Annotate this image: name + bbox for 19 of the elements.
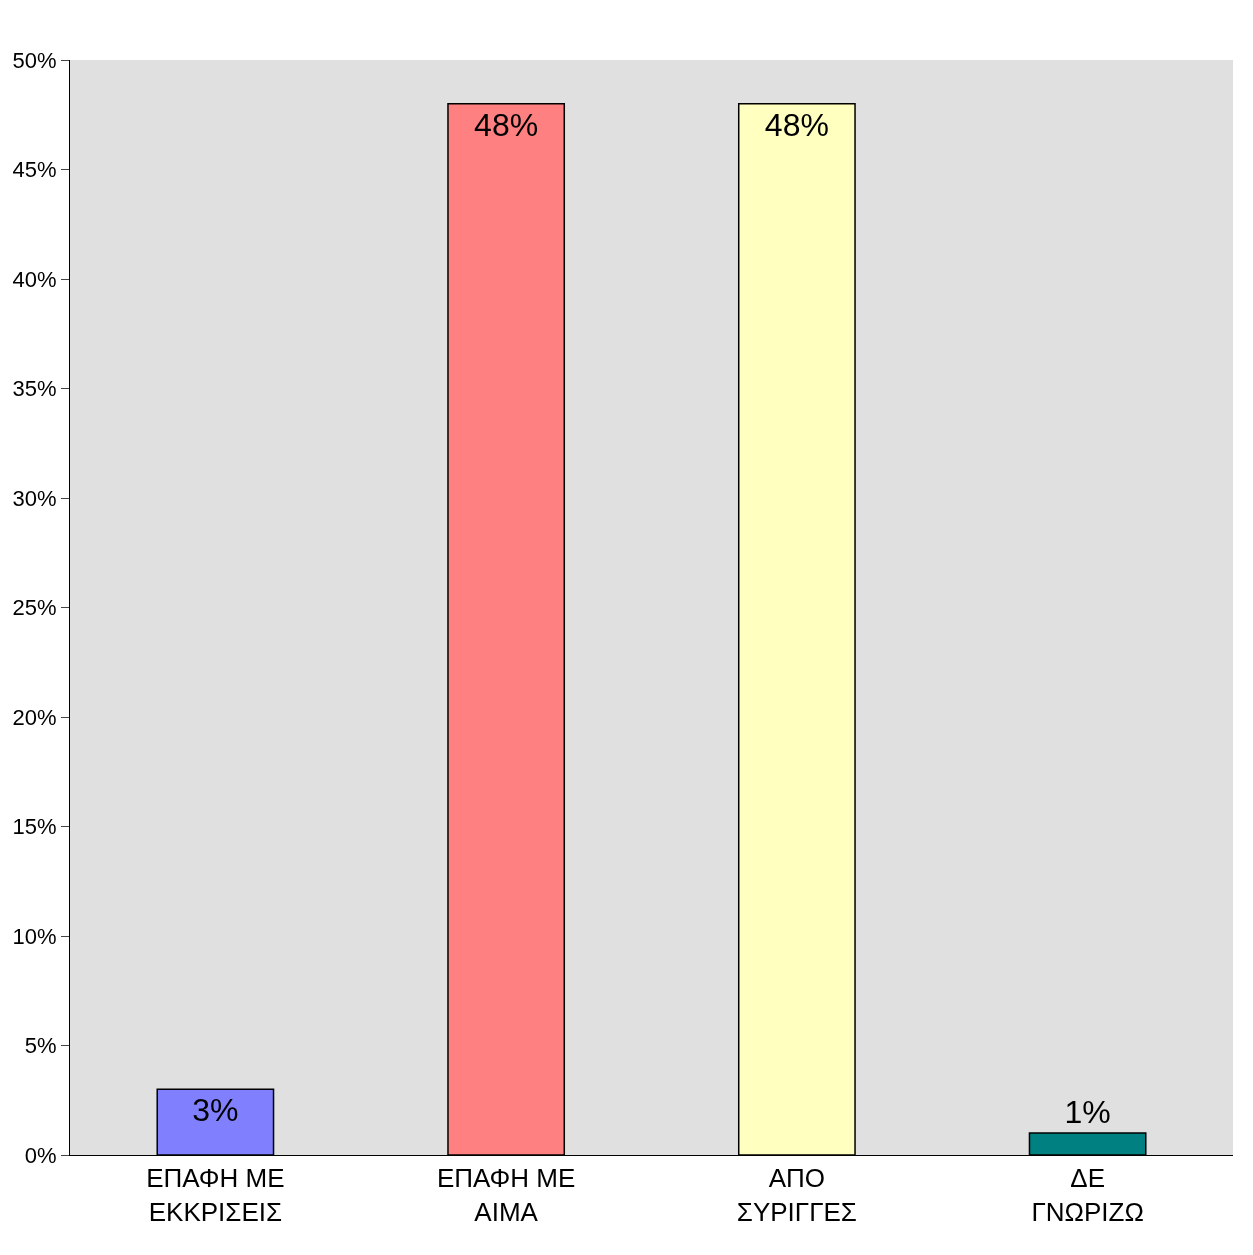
y-tick-label: 5% bbox=[24, 1033, 57, 1059]
data-label: 1% bbox=[1064, 1094, 1111, 1131]
data-label: 48% bbox=[764, 106, 829, 143]
y-tick-label: 50% bbox=[12, 47, 57, 73]
x-tick-label: ΑΠΟ ΣΥΡΙΓΓΕΣ bbox=[736, 1163, 857, 1227]
x-tick-label: ΕΠΑΦΗ ΜΕ ΑΙΜΑ bbox=[436, 1163, 576, 1227]
y-tick-label: 25% bbox=[12, 595, 57, 621]
y-tick-label: 35% bbox=[12, 376, 57, 402]
x-tick-label: ΕΠΑΦΗ ΜΕ ΕΚΚΡΙΣΕΙΣ bbox=[146, 1163, 285, 1227]
y-tick-label: 0% bbox=[24, 1142, 57, 1168]
y-tick-label: 15% bbox=[12, 814, 57, 840]
data-label: 3% bbox=[192, 1092, 239, 1129]
y-tick-label: 10% bbox=[12, 923, 57, 949]
y-tick-label: 40% bbox=[12, 266, 57, 292]
y-tick-label: 30% bbox=[12, 485, 57, 511]
x-tick-label: ΔΕ ΓΝΩΡΙΖΩ bbox=[1031, 1163, 1144, 1227]
y-tick-label: 20% bbox=[12, 704, 57, 730]
data-label: 48% bbox=[474, 106, 539, 143]
y-tick-label: 45% bbox=[12, 157, 57, 183]
